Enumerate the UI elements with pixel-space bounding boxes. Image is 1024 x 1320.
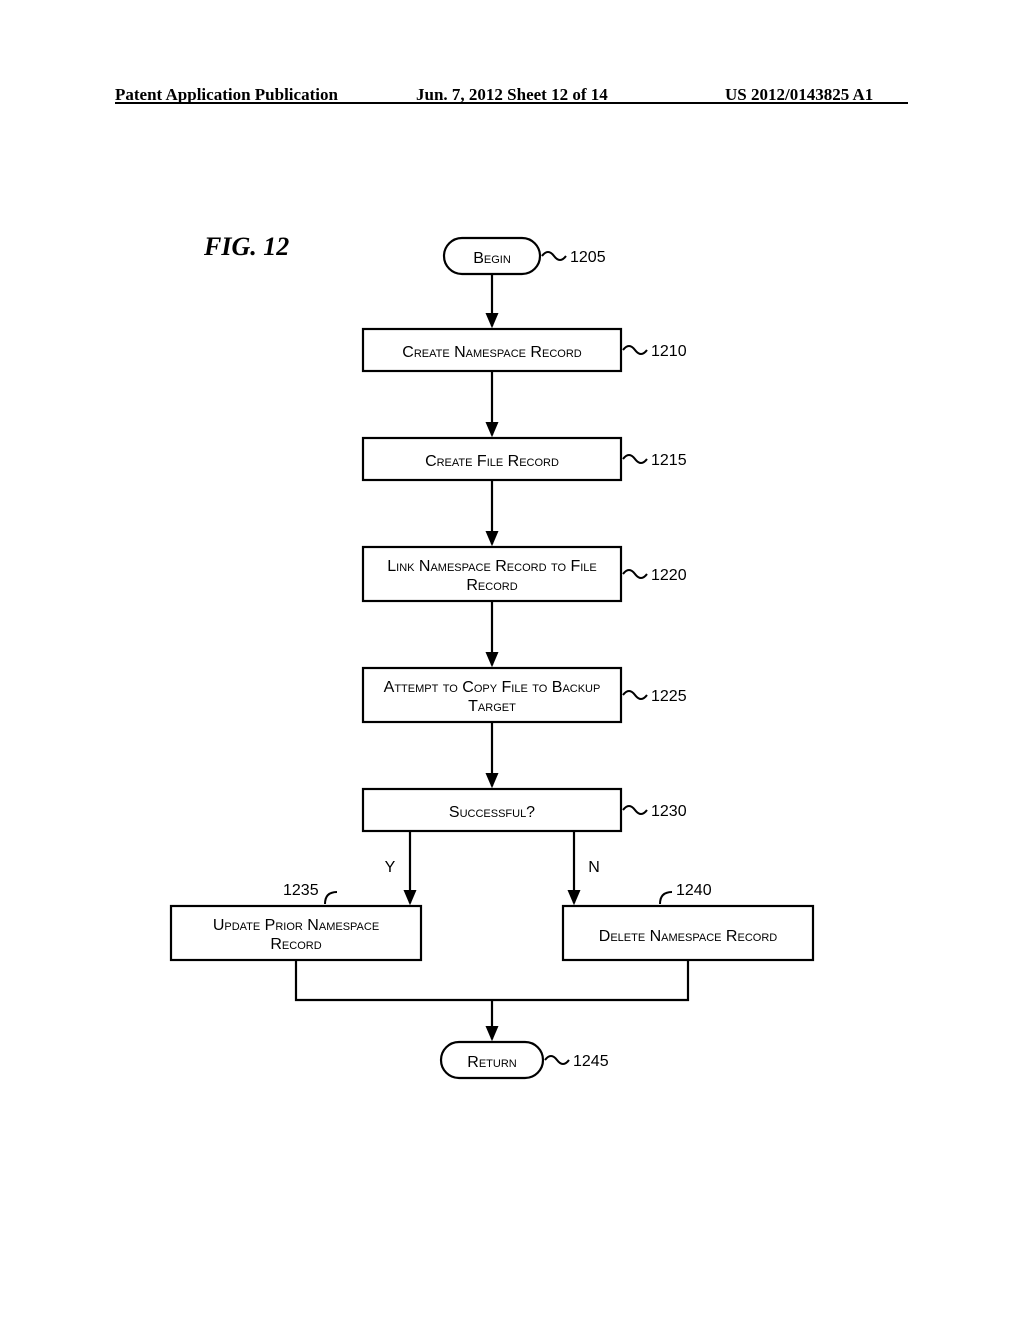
node-b5-label: Successful? <box>449 804 535 821</box>
node-b1-label: Create Namespace Record <box>402 344 582 361</box>
node-left-line2: Record <box>270 936 321 953</box>
leader-1210 <box>623 346 647 354</box>
ref-1205: 1205 <box>570 249 606 266</box>
node-right-label: Delete Namespace Record <box>599 928 777 945</box>
leader-1215 <box>623 455 647 463</box>
node-b4: Attempt to Copy File to Backup Target <box>363 668 621 722</box>
leader-1240 <box>660 892 672 904</box>
ref-1245: 1245 <box>573 1053 609 1070</box>
branch-no-label: N <box>588 859 600 876</box>
node-b3-line1: Link Namespace Record to File <box>387 558 597 575</box>
edge-right-merge <box>492 960 688 1000</box>
leader-1245 <box>545 1056 569 1064</box>
node-begin-label: Begin <box>473 250 511 267</box>
node-return-label: Return <box>467 1054 516 1071</box>
node-b2-label: Create File Record <box>425 453 559 470</box>
leader-1205 <box>542 252 566 260</box>
node-left: Update Prior Namespace Record <box>171 906 421 960</box>
ref-1220: 1220 <box>651 567 687 584</box>
page: Patent Application Publication Jun. 7, 2… <box>0 0 1024 1320</box>
ref-1230: 1230 <box>651 803 687 820</box>
node-b2: Create File Record <box>363 438 621 480</box>
node-left-line1: Update Prior Namespace <box>213 917 379 934</box>
ref-1215: 1215 <box>651 452 687 469</box>
ref-1240: 1240 <box>676 882 712 899</box>
leader-1235 <box>325 892 337 904</box>
node-right: Delete Namespace Record <box>563 906 813 960</box>
node-begin: Begin <box>444 238 540 274</box>
ref-1210: 1210 <box>651 343 687 360</box>
leader-1230 <box>623 806 647 814</box>
node-return: Return <box>441 1042 543 1078</box>
leader-1225 <box>623 691 647 699</box>
node-b3-line2: Record <box>466 577 517 594</box>
node-b4-line1: Attempt to Copy File to Backup <box>384 679 601 696</box>
leader-1220 <box>623 570 647 578</box>
ref-1235: 1235 <box>283 882 319 899</box>
node-b1: Create Namespace Record <box>363 329 621 371</box>
flowchart: Begin 1205 Create Namespace Record 1210 … <box>0 0 1024 1320</box>
ref-1225: 1225 <box>651 688 687 705</box>
branch-yes-label: Y <box>385 859 396 876</box>
node-b5: Successful? <box>363 789 621 831</box>
node-b4-line2: Target <box>468 698 516 715</box>
edge-left-merge <box>296 960 492 1000</box>
node-b3: Link Namespace Record to File Record <box>363 547 621 601</box>
